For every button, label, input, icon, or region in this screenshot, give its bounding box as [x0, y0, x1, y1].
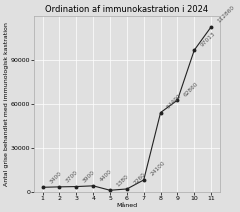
Text: 24100: 24100 — [149, 160, 166, 177]
Text: 54400: 54400 — [166, 93, 183, 110]
Text: 1380: 1380 — [116, 173, 130, 187]
Text: 62860: 62860 — [183, 81, 200, 97]
Text: 97013: 97013 — [200, 31, 216, 47]
Text: 2260: 2260 — [132, 172, 146, 186]
Text: 112860: 112860 — [217, 5, 236, 24]
Text: 3900: 3900 — [82, 170, 96, 184]
Text: 3700: 3700 — [65, 170, 79, 184]
Y-axis label: Antal grise behandlet med immunologisk kastration: Antal grise behandlet med immunologisk k… — [4, 22, 9, 186]
Title: Ordination af immunokastration i 2024: Ordination af immunokastration i 2024 — [45, 5, 209, 14]
Text: 4400: 4400 — [99, 169, 113, 183]
Text: 3400: 3400 — [48, 170, 62, 184]
X-axis label: Måned: Måned — [116, 203, 138, 208]
